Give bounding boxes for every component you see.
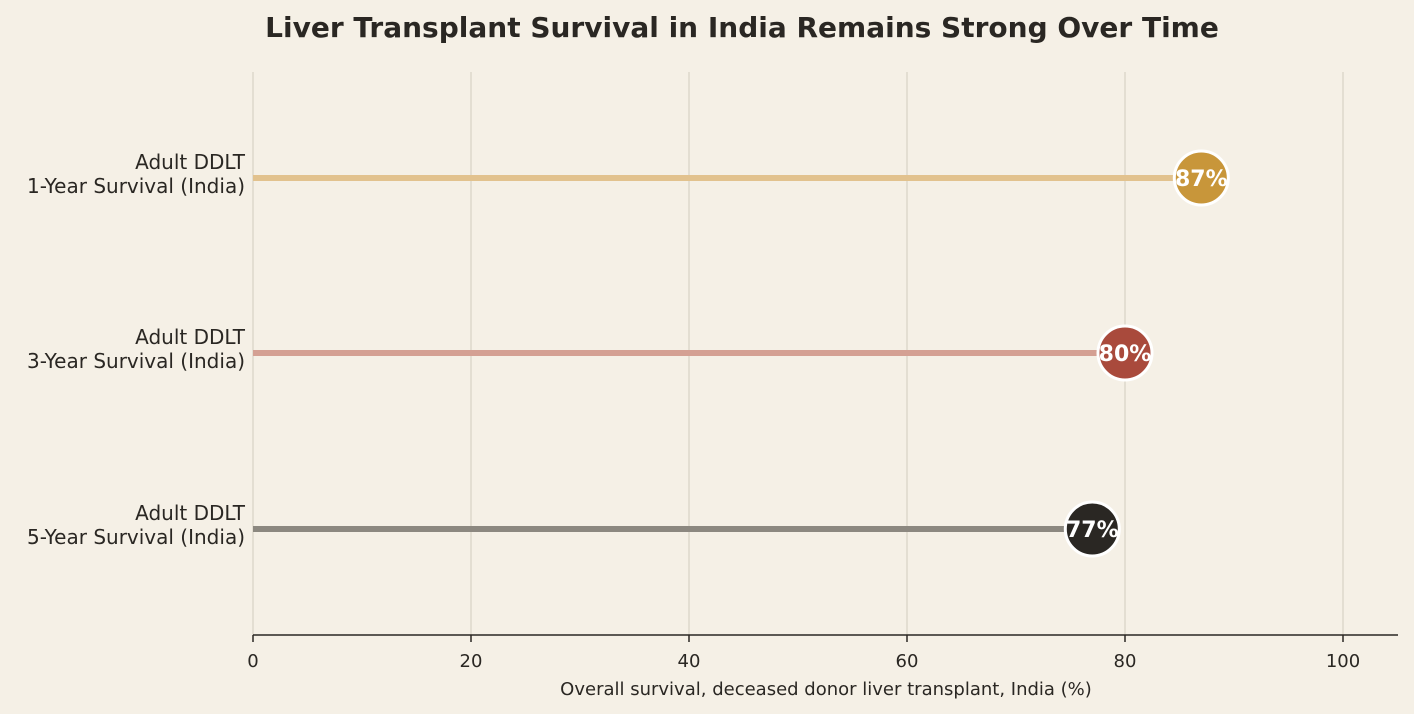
lollipop-dot [1172, 149, 1230, 207]
x-tick-label: 20 [460, 651, 483, 672]
x-tick-label: 80 [1114, 651, 1137, 672]
stems [253, 175, 1202, 532]
category-label: 1-Year Survival (India) [27, 174, 245, 198]
x-tick-label: 100 [1326, 651, 1360, 672]
category-label: 5-Year Survival (India) [27, 525, 245, 549]
lollipop-dot [1096, 324, 1154, 382]
data-label: 77% [1066, 518, 1119, 543]
data-label: 87% [1175, 167, 1228, 192]
dots: 87% 80% 77% [1063, 149, 1230, 558]
x-tick-label: 60 [896, 651, 919, 672]
category-label: Adult DDLT [135, 150, 246, 174]
chart-title: Liver Transplant Survival in India Remai… [265, 11, 1219, 44]
lollipop-dot [1063, 500, 1121, 558]
x-axis-title: Overall survival, deceased donor liver t… [560, 679, 1092, 700]
x-tick-label: 0 [247, 651, 258, 672]
category-label: Adult DDLT [135, 325, 246, 349]
x-axis: 0 20 40 60 80 100 [247, 634, 1398, 672]
x-tick-label: 40 [678, 651, 701, 672]
category-label: Adult DDLT [135, 501, 246, 525]
data-label: 80% [1099, 342, 1152, 367]
category-label: 3-Year Survival (India) [27, 349, 245, 373]
